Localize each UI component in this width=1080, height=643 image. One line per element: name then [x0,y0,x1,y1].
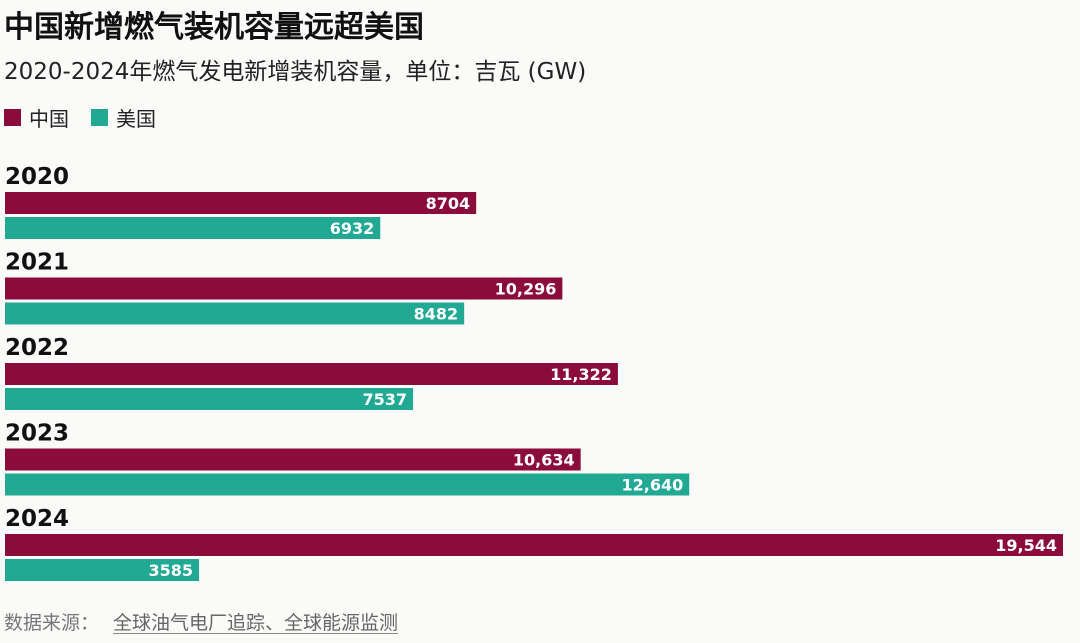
value-label-china-2020: 8704 [426,194,471,213]
legend-swatch-china [4,109,21,126]
legend-swatch-us [91,109,108,126]
value-label-china-2023: 10,634 [513,451,575,470]
bar-us-2020 [5,217,381,239]
bar-china-2023 [5,448,581,471]
legend-label-china: 中国 [29,107,69,131]
bar-us-2023 [5,473,690,496]
value-label-us-2023: 12,640 [622,476,684,495]
source-note: 数据来源： 全球油气电厂追踪、全球能源监测 [4,608,398,635]
bar-china-2024 [5,534,1063,556]
value-label-china-2024: 19,544 [995,536,1057,555]
chart-subtitle: 2020-2024年燃气发电新增装机容量，单位：吉瓦 (GW) [4,59,587,85]
year-label-2022: 2022 [5,335,69,361]
bar-us-2021 [5,302,465,325]
bar-china-2022 [5,363,618,385]
value-label-china-2022: 11,322 [550,365,612,384]
chart-title: 中国新增燃气装机容量远超美国 [4,10,424,45]
source-label: 数据来源： [4,612,100,634]
value-label-us-2024: 3585 [149,561,194,580]
bar-us-2022 [5,388,414,410]
value-label-china-2021: 10,296 [495,280,557,299]
bar-china-2020 [5,192,477,214]
year-label-2023: 2023 [5,421,69,447]
legend-item-china: 中国 [4,103,69,132]
bar-us-2024 [5,559,200,581]
source-link[interactable]: 全球油气电厂追踪、全球能源监测 [113,612,399,634]
value-label-us-2020: 6932 [330,219,375,238]
value-label-us-2021: 8482 [414,305,459,324]
legend-item-us: 美国 [91,103,156,132]
bar-china-2021 [5,277,563,300]
year-label-2020: 2020 [5,164,69,190]
legend-label-us: 美国 [116,107,156,131]
year-label-2024: 2024 [5,506,69,532]
bar-chart: 2020 8704 6932 2021 10,296 8482 2022 11,322 7537… [5,164,1063,581]
legend: 中国 美国 [4,103,178,132]
year-label-2021: 2021 [5,250,69,276]
value-label-us-2022: 7537 [362,390,407,409]
